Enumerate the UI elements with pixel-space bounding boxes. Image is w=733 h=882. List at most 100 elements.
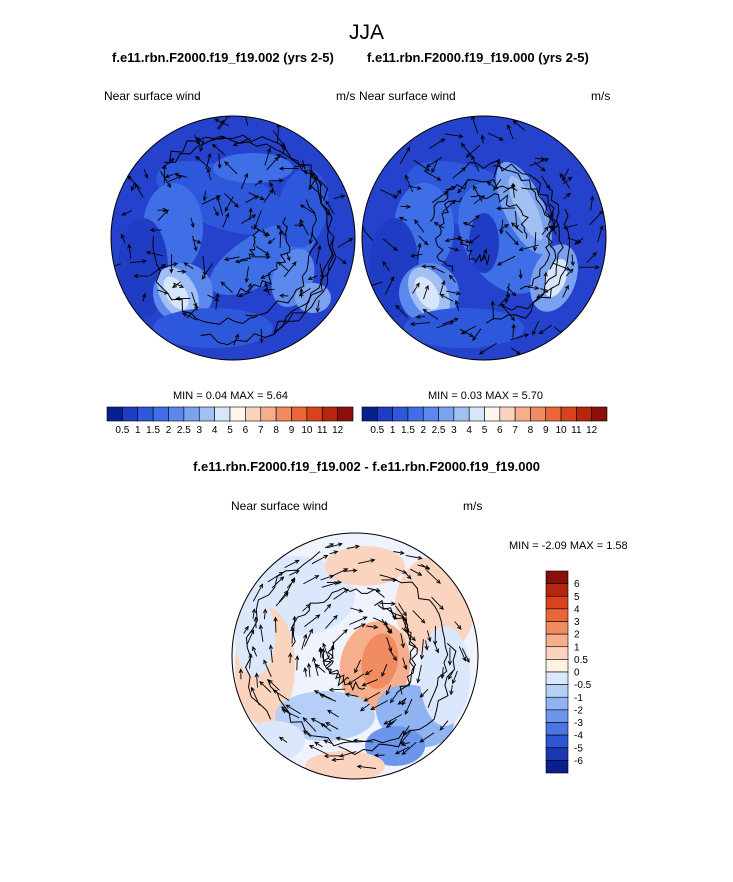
- diff-wind-vector: [389, 649, 397, 662]
- right-units-label: m/s: [591, 89, 611, 103]
- diff-wind-vector: [319, 694, 337, 702]
- right-wind-vector: [496, 206, 516, 211]
- left-contour-region: [153, 308, 273, 348]
- left-wind-vector: [120, 233, 126, 244]
- right-min-value: 0.03: [460, 390, 483, 402]
- left-colorbar-swatch: [260, 406, 277, 422]
- diff-colorbar-tick-label: -3: [574, 718, 583, 729]
- diff-wind-vector: [310, 718, 328, 728]
- diff-wind-vector: [461, 648, 470, 664]
- right-wind-vector: [570, 254, 575, 267]
- right-wind-vector: [468, 234, 480, 244]
- right-wind-vector: [567, 237, 582, 244]
- right-wind-vector: [563, 192, 571, 200]
- right-wind-vector: [472, 328, 482, 342]
- right-wind-vector: [493, 158, 501, 178]
- right-wind-vector: [423, 284, 429, 300]
- left-wind-vector: [233, 333, 239, 346]
- left-wind-vector: [260, 273, 271, 279]
- left-colorbar: 0.5 1 1.5 2 2.5 3 4 5 6 7 8 9 10 11 12: [106, 406, 354, 436]
- diff-wind-vector: [315, 663, 326, 673]
- right-coastline: [459, 237, 490, 266]
- left-wind-vector: [192, 238, 202, 244]
- diff-wind-vector: [394, 746, 410, 755]
- right-contour-region: [469, 213, 499, 273]
- diff-wind-vector: [402, 657, 408, 670]
- diff-colorbar-swatch: [545, 633, 569, 648]
- left-wind-vector: [201, 195, 221, 205]
- left-max-label: MAX =: [230, 390, 264, 402]
- right-wind-vector: [512, 120, 526, 131]
- left-colorbar-tick-label: 2.5: [177, 425, 191, 436]
- diff-wind-vector: [383, 714, 402, 725]
- diff-colorbar-swatch: [545, 570, 569, 584]
- right-wind-vector: [543, 271, 548, 285]
- left-colorbar-tick-label: 11: [317, 425, 328, 436]
- left-wind-vector: [283, 261, 297, 278]
- left-wind-vector: [207, 135, 226, 143]
- left-wind-vector: [294, 222, 304, 228]
- right-wind-vector: [473, 195, 485, 205]
- right-coastline: [470, 193, 529, 239]
- left-wind-vector: [315, 300, 320, 313]
- diff-wind-vector: [354, 659, 362, 674]
- diff-wind-vector: [410, 568, 423, 576]
- right-wind-vector: [439, 294, 454, 302]
- diff-wind-vector: [252, 646, 258, 657]
- diff-colorbar-swatch: [545, 684, 569, 698]
- diff-wind-vector: [373, 753, 385, 758]
- left-min-label: MIN =: [173, 390, 203, 402]
- right-wind-vector: [502, 305, 516, 322]
- diff-colorbar-tick-label: 0.5: [574, 655, 588, 666]
- right-max-value: 5.70: [521, 390, 544, 402]
- right-wind-vector: [398, 216, 408, 222]
- right-wind-vector: [405, 174, 414, 193]
- left-coastline: [273, 169, 334, 332]
- diff-colorbar-swatch: [545, 722, 569, 736]
- right-coastline: [486, 208, 571, 324]
- diff-wind-vector: [272, 689, 290, 701]
- left-wind-vector: [212, 206, 219, 217]
- right-wind-vector: [505, 230, 519, 246]
- diff-wind-vector: [393, 550, 405, 555]
- right-wind-vector: [548, 204, 554, 218]
- right-colorbar-tick-label: 2: [420, 425, 426, 436]
- left-wind-vector: [149, 227, 162, 233]
- right-wind-vector: [382, 261, 390, 272]
- left-wind-vector: [248, 192, 265, 200]
- diff-colorbar-tick-label: 3: [574, 617, 580, 628]
- right-coastline: [493, 165, 557, 270]
- diff-wind-vector: [401, 616, 410, 634]
- diff-wind-vector: [303, 628, 313, 647]
- diff-wind-vector: [366, 624, 379, 630]
- left-coastline: [236, 216, 291, 297]
- left-wind-vector: [324, 206, 330, 216]
- diff-wind-vector: [268, 679, 280, 691]
- left-wind-vector: [216, 195, 224, 216]
- left-wind-vector: [224, 192, 239, 208]
- right-coastline: [429, 178, 518, 223]
- diff-wind-vector: [402, 725, 410, 736]
- diff-wind-vector: [308, 745, 328, 755]
- left-wind-vector: [186, 305, 199, 319]
- diff-wind-vector: [263, 659, 272, 677]
- left-wind-vector: [192, 235, 198, 252]
- diff-wind-vector: [346, 544, 360, 549]
- diff-contour-region: [305, 751, 385, 779]
- diff-wind-vector: [285, 704, 301, 715]
- right-colorbar-tick-label: 10: [555, 425, 567, 436]
- diff-wind-vector: [328, 687, 346, 692]
- diff-colorbar-tick-label: 1: [574, 642, 580, 653]
- left-colorbar-tick-label: 4: [212, 425, 218, 436]
- diff-wind-vector: [389, 609, 397, 620]
- left-colorbar-swatch: [152, 406, 169, 422]
- left-max-value: 5.64: [266, 390, 289, 402]
- diff-wind-vector: [306, 662, 312, 678]
- left-wind-vector: [161, 158, 175, 169]
- left-wind-vector: [267, 237, 276, 244]
- left-wind-vector: [264, 147, 272, 166]
- diff-wind-vector: [400, 633, 405, 649]
- right-wind-vector: [562, 168, 570, 182]
- left-wind-vector: [243, 116, 249, 126]
- left-wind-vector: [149, 263, 167, 277]
